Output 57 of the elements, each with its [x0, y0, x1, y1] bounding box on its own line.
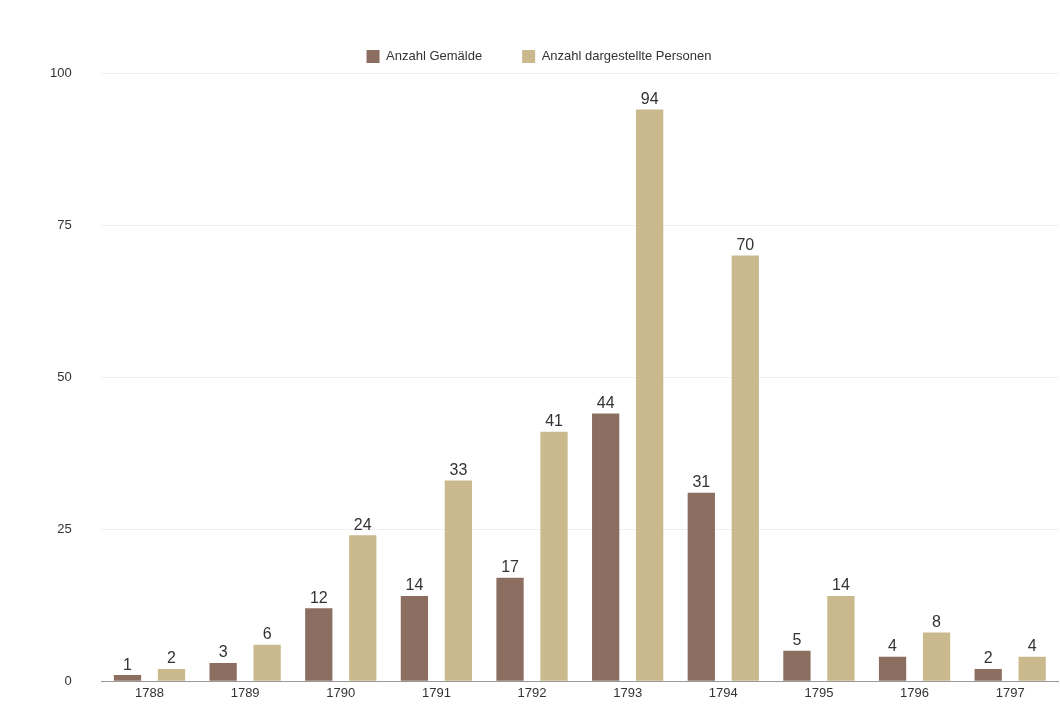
- bar: [496, 577, 524, 681]
- bar: [113, 675, 142, 681]
- x-tick-label: 1797: [995, 684, 1025, 700]
- data-label: 4: [888, 637, 898, 655]
- bar: [305, 608, 333, 681]
- x-tick-label: 1792: [517, 684, 547, 700]
- data-label: 8: [932, 612, 942, 630]
- y-tick-label: 25: [57, 520, 72, 536]
- bar: [783, 650, 811, 681]
- data-label: 14: [832, 576, 850, 594]
- data-label: 12: [309, 588, 328, 606]
- legend-label: Anzahl dargestellte Personen: [541, 48, 712, 64]
- bar: [1018, 656, 1046, 681]
- x-tick-label: 1790: [326, 684, 356, 700]
- x-tick-label: 1794: [708, 684, 738, 700]
- bar: [157, 669, 186, 681]
- bar: [592, 413, 620, 681]
- bar: [400, 596, 429, 681]
- bar: [974, 669, 1002, 681]
- data-label: 33: [449, 460, 468, 478]
- bar: [731, 255, 759, 681]
- data-label: 2: [983, 649, 993, 667]
- data-label: 5: [792, 631, 802, 649]
- bar: [922, 632, 951, 681]
- y-tick-label: 100: [49, 64, 72, 80]
- x-tick-label: 1788: [135, 684, 164, 700]
- bar: [209, 662, 237, 681]
- bar: [540, 431, 568, 681]
- y-tick-label: 50: [57, 368, 72, 384]
- data-label: 4: [1027, 637, 1037, 655]
- legend-label: Anzahl Gemälde: [386, 48, 483, 64]
- x-tick-label: 1793: [613, 684, 643, 700]
- data-label: 2: [167, 649, 177, 667]
- bar: [349, 535, 377, 681]
- data-label: 1: [123, 655, 133, 673]
- data-label: 41: [545, 412, 564, 430]
- bar: [444, 480, 473, 681]
- bar: [687, 492, 715, 681]
- data-label: 31: [692, 473, 711, 491]
- bar: [253, 644, 281, 681]
- data-label: 24: [353, 515, 372, 533]
- y-tick-label: 0: [64, 672, 72, 688]
- bar: [827, 596, 855, 681]
- bar: [878, 656, 907, 681]
- bar: [636, 109, 664, 681]
- data-label: 3: [218, 643, 228, 661]
- data-label: 14: [405, 576, 424, 594]
- x-tick-label: 1795: [804, 684, 834, 700]
- data-label: 6: [262, 625, 272, 643]
- data-label: 94: [640, 89, 659, 107]
- data-label: 44: [596, 394, 615, 411]
- data-label: 17: [501, 558, 520, 576]
- x-tick-label: 1789: [230, 684, 260, 700]
- x-tick-label: 1796: [900, 684, 930, 700]
- data-label: 70: [736, 235, 755, 253]
- y-tick-label: 75: [57, 216, 72, 232]
- x-tick-label: 1791: [421, 684, 451, 700]
